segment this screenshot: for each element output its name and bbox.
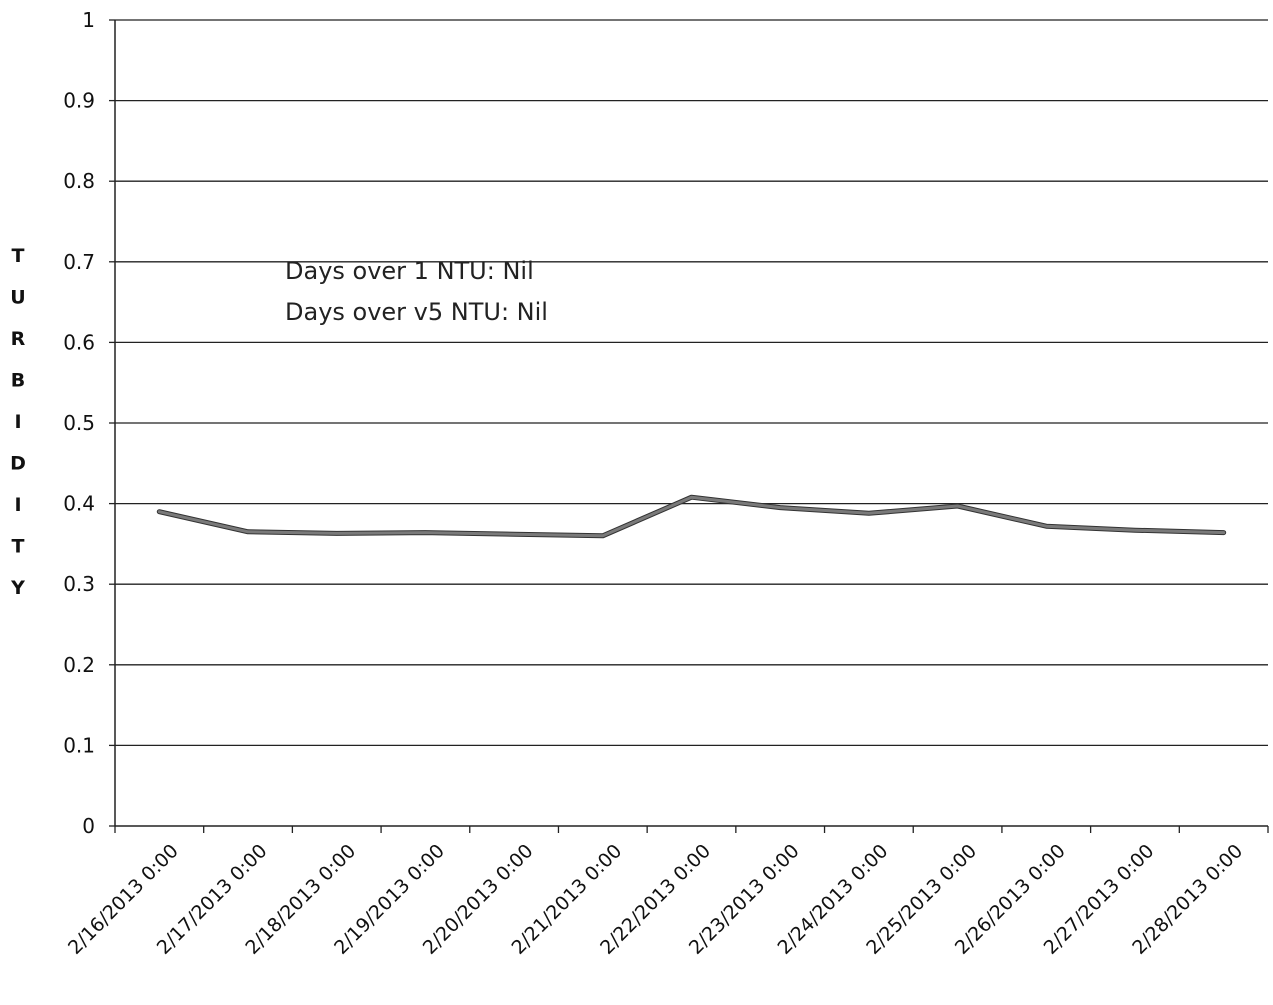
y-tick-label: 0.1 bbox=[63, 733, 95, 757]
y-tick-label: 0.6 bbox=[63, 330, 95, 354]
data-point bbox=[956, 504, 959, 508]
y-axis-label-letter: I bbox=[14, 411, 21, 433]
data-point bbox=[690, 495, 693, 499]
data-point bbox=[424, 531, 427, 534]
y-tick-label: 1 bbox=[82, 8, 95, 32]
annotations: Days over 1 NTU: Nil Days over v5 NTU: N… bbox=[285, 257, 548, 326]
y-axis-label-letter: U bbox=[10, 287, 25, 309]
data-point bbox=[778, 506, 782, 509]
data-point bbox=[246, 530, 250, 534]
y-tick-label: 0.7 bbox=[63, 250, 95, 274]
series-lines bbox=[156, 494, 1227, 539]
data-point bbox=[1222, 531, 1225, 534]
y-axis-label-letter: Y bbox=[10, 577, 25, 599]
y-axis-label-letter: T bbox=[12, 536, 25, 558]
y-tick-label: 0.3 bbox=[63, 572, 95, 596]
y-tick-label: 0.2 bbox=[63, 653, 95, 677]
y-tick-label: 0.5 bbox=[63, 411, 95, 435]
y-tick-label: 0.4 bbox=[63, 492, 95, 516]
data-point bbox=[867, 512, 871, 515]
y-tick-label: 0.9 bbox=[63, 89, 95, 113]
annotation-days-over-5-ntu: Days over v5 NTU: Nil bbox=[285, 298, 548, 326]
data-point bbox=[158, 510, 161, 513]
y-axis-label-letter: I bbox=[14, 494, 21, 516]
data-point bbox=[601, 534, 605, 538]
y-tick-label: 0 bbox=[82, 814, 95, 838]
data-point bbox=[1133, 528, 1137, 532]
y-axis-label-letter: D bbox=[10, 453, 26, 475]
data-point bbox=[335, 532, 338, 535]
y-tick-label: 0.8 bbox=[63, 169, 95, 193]
y-axis-label-letter: R bbox=[11, 328, 26, 350]
axes bbox=[109, 19, 1269, 833]
y-axis-label-letter: B bbox=[11, 370, 25, 392]
annotation-days-over-1-ntu: Days over 1 NTU: Nil bbox=[285, 257, 534, 285]
gridlines bbox=[115, 19, 1268, 747]
data-point bbox=[1045, 524, 1048, 528]
y-tick-labels: 0 0.1 0.2 0.3 0.4 0.5 0.6 0.7 0.8 0.9 1 bbox=[63, 8, 95, 838]
y-axis-label-letter: T bbox=[12, 245, 25, 267]
data-point bbox=[512, 533, 516, 536]
x-tick-labels: 2/16/2013 0:002/17/2013 0:002/18/2013 0:… bbox=[64, 840, 1247, 959]
